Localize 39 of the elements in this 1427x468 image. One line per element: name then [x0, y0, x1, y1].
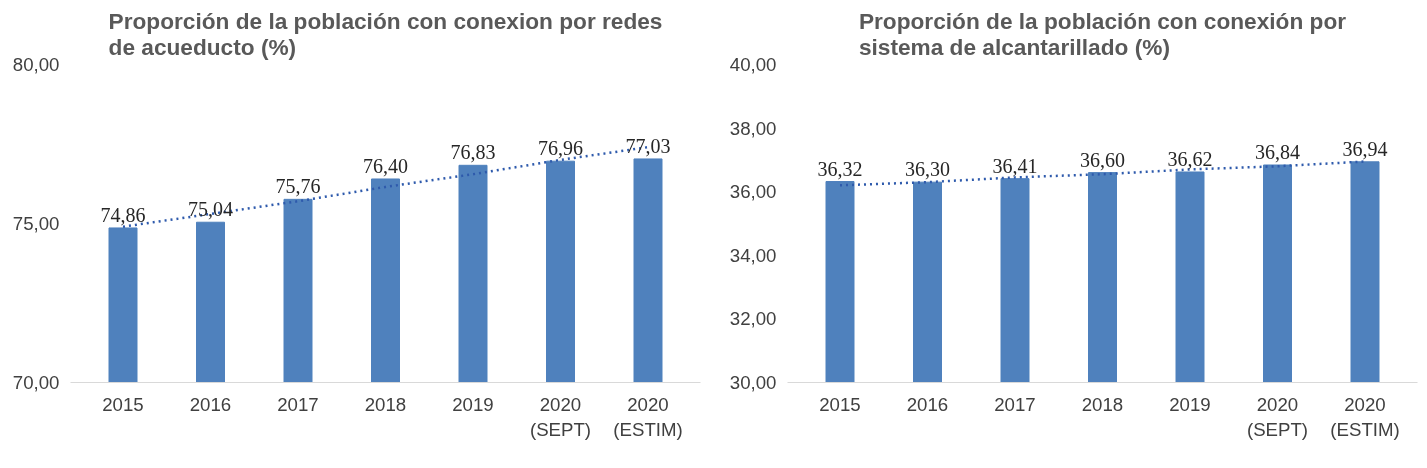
x-tick-label: 2020 (SEPT) — [529, 393, 592, 440]
x-tick-label: 2017 — [994, 393, 1036, 415]
x-tick-label: 2020 (ESTIM) — [613, 393, 683, 440]
data-label: 75,76 — [275, 175, 321, 198]
y-tick-label: 75,00 — [12, 213, 60, 234]
y-tick-label: 40,00 — [729, 54, 777, 75]
data-label: 76,96 — [538, 137, 583, 160]
data-label: 76,83 — [450, 141, 496, 164]
x-tick-label: 2016 — [189, 393, 232, 415]
y-tick-label: 34,00 — [729, 244, 777, 266]
data-label: 77,03 — [625, 134, 671, 157]
data-label: 76,40 — [363, 154, 408, 177]
data-label: 74,86 — [100, 203, 146, 226]
x-tick-label: 2018 — [1081, 393, 1124, 415]
y-tick-label: 38,00 — [729, 117, 777, 139]
y-tick-label: 70,00 — [12, 372, 60, 393]
y-tick-label: 32,00 — [729, 308, 777, 330]
x-tick-label: 2016 — [906, 393, 949, 415]
data-label: 36,41 — [992, 154, 1038, 177]
data-label: 36,94 — [1342, 137, 1388, 160]
x-tick-label: 2020 (SEPT) — [1246, 393, 1309, 440]
x-tick-label: 2020 (ESTIM) — [1330, 393, 1400, 440]
y-tick-label: 30,00 — [729, 372, 777, 393]
x-tick-label: 2018 — [364, 393, 407, 415]
chart-title: Proporción de la población con conexion por redes de acueducto (%) — [108, 7, 663, 60]
y-tick-label: 80,00 — [12, 54, 60, 75]
y-tick-label: 36,00 — [729, 181, 777, 203]
data-label: 36,60 — [1080, 148, 1125, 171]
data-label: 75,04 — [188, 198, 233, 221]
chart-title: Proporción de la población con conexión por sistema de alcantarillado (%) — [858, 7, 1347, 60]
x-tick-label: 2019 — [452, 393, 494, 415]
data-label: 36,30 — [905, 158, 950, 181]
x-tick-label: 2019 — [1169, 393, 1211, 415]
x-tick-label: 2015 — [819, 393, 861, 415]
data-label: 36,62 — [1167, 147, 1213, 170]
data-label: 36,32 — [817, 157, 863, 180]
x-tick-label: 2017 — [277, 393, 319, 415]
x-tick-label: 2015 — [102, 393, 144, 415]
data-label: 36,84 — [1255, 140, 1300, 163]
